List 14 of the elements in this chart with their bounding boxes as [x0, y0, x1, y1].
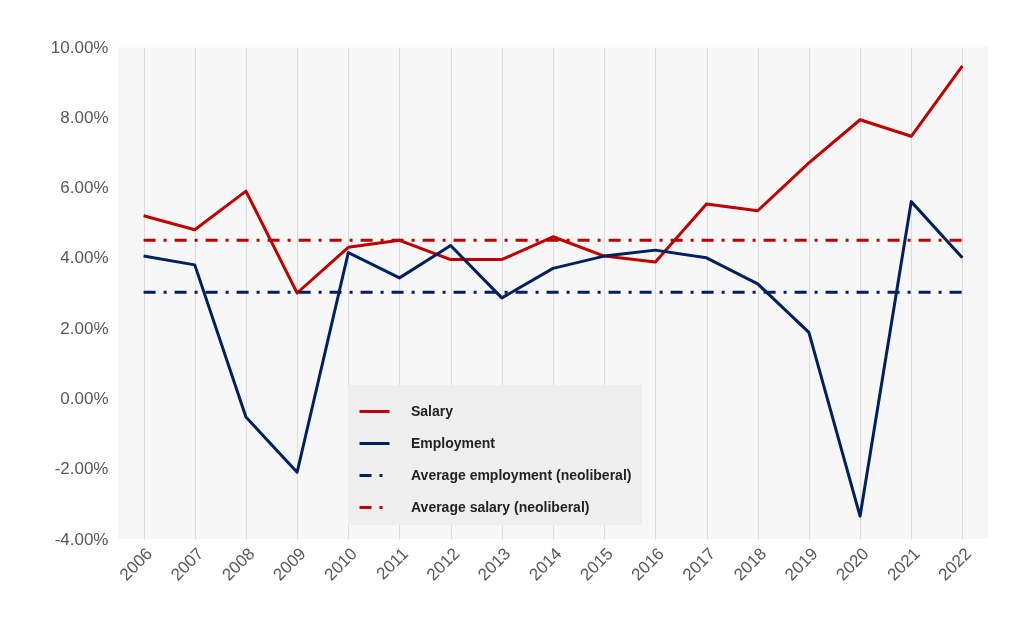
line-series [142, 64, 964, 295]
y-tick-label: -2.00% [54, 459, 109, 479]
y-tick-label: 4.00% [60, 248, 109, 268]
legend-label: Average salary (neoliberal) [411, 498, 590, 515]
line-series [142, 200, 964, 518]
y-tick-label: 10.00% [50, 37, 109, 57]
legend-label: Employment [411, 434, 496, 451]
y-tick-label: 6.00% [60, 178, 109, 198]
y-tick-label: 0.00% [60, 388, 109, 408]
legend-label: Average employment (neoliberal) [411, 466, 632, 483]
y-tick-label: -4.00% [54, 529, 109, 549]
y-tick-label: 2.00% [60, 318, 109, 338]
legend-label: Salary [411, 402, 454, 419]
y-tick-label: 8.00% [60, 107, 109, 127]
